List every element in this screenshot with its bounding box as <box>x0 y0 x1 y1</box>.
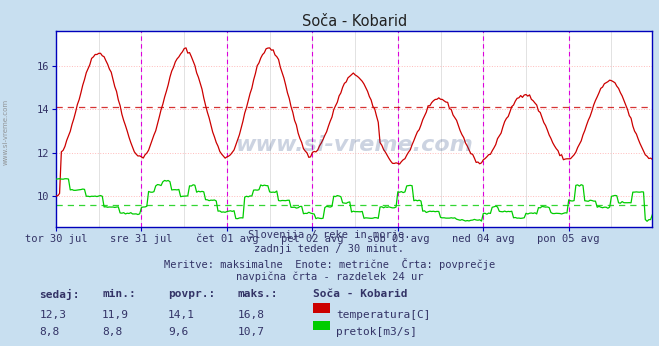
Text: 10,7: 10,7 <box>237 327 264 337</box>
Text: temperatura[C]: temperatura[C] <box>336 310 430 320</box>
Text: 14,1: 14,1 <box>168 310 195 320</box>
Text: 16,8: 16,8 <box>237 310 264 320</box>
Text: Meritve: maksimalne  Enote: metrične  Črta: povprečje: Meritve: maksimalne Enote: metrične Črta… <box>164 258 495 270</box>
Text: 12,3: 12,3 <box>40 310 67 320</box>
Text: 11,9: 11,9 <box>102 310 129 320</box>
Text: Slovenija / reke in morje.: Slovenija / reke in morje. <box>248 230 411 240</box>
Text: www.si-vreme.com: www.si-vreme.com <box>235 135 473 155</box>
Text: zadnji teden / 30 minut.: zadnji teden / 30 minut. <box>254 244 405 254</box>
Text: povpr.:: povpr.: <box>168 289 215 299</box>
Text: maks.:: maks.: <box>237 289 277 299</box>
Text: 8,8: 8,8 <box>40 327 60 337</box>
Text: 8,8: 8,8 <box>102 327 123 337</box>
Text: pretok[m3/s]: pretok[m3/s] <box>336 327 417 337</box>
Text: navpična črta - razdelek 24 ur: navpična črta - razdelek 24 ur <box>236 272 423 282</box>
Text: www.si-vreme.com: www.si-vreme.com <box>2 98 9 165</box>
Text: sedaj:: sedaj: <box>40 289 80 300</box>
Text: min.:: min.: <box>102 289 136 299</box>
Title: Soča - Kobarid: Soča - Kobarid <box>302 13 407 29</box>
Text: 9,6: 9,6 <box>168 327 188 337</box>
Text: Soča - Kobarid: Soča - Kobarid <box>313 289 407 299</box>
